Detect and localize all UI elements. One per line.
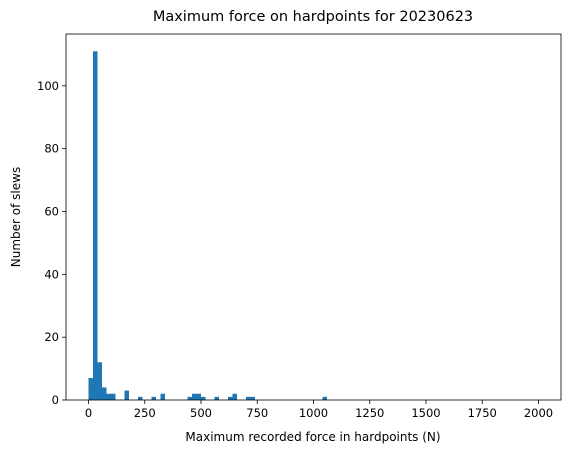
histogram-bar — [214, 396, 219, 400]
histogram-bar — [93, 51, 98, 401]
x-axis-label: Maximum recorded force in hardpoints (N) — [185, 430, 440, 444]
histogram-bar — [138, 396, 143, 400]
x-axis-ticks: 0 250 500 750 1000 1250 1500 1750 2000 — [85, 400, 553, 420]
histogram-bar — [201, 396, 206, 400]
histogram-bar — [97, 362, 102, 400]
y-tick-label: 20 — [44, 330, 59, 344]
y-tick-label: 0 — [52, 393, 59, 407]
histogram-bar — [246, 396, 251, 400]
histogram-bar — [160, 393, 165, 400]
x-tick-label: 500 — [190, 406, 212, 420]
x-tick-label: 750 — [246, 406, 268, 420]
x-tick-label: 1000 — [299, 406, 328, 420]
y-tick-label: 40 — [44, 267, 59, 281]
histogram-bar — [106, 393, 111, 400]
histogram-bar — [250, 396, 255, 400]
histogram-bar — [322, 396, 327, 400]
histogram-bar — [111, 393, 116, 400]
y-tick-label: 80 — [44, 142, 59, 156]
y-tick-label: 100 — [37, 79, 59, 93]
plot-frame — [65, 33, 562, 401]
chart-title: Maximum force on hardpoints for 20230623 — [153, 9, 473, 25]
y-axis-ticks: 0 20 40 60 80 100 — [37, 79, 66, 407]
x-tick-label: 1500 — [411, 406, 440, 420]
histogram-bar — [196, 393, 201, 400]
x-tick-label: 1750 — [468, 406, 497, 420]
histogram-bars — [88, 51, 327, 401]
x-tick-label: 1250 — [355, 406, 384, 420]
histogram-bar — [192, 393, 197, 400]
histogram-bar — [102, 387, 107, 400]
x-tick-label: 250 — [134, 406, 156, 420]
x-tick-label: 2000 — [524, 406, 553, 420]
histogram-bar — [151, 396, 156, 400]
y-tick-label: 60 — [44, 205, 59, 219]
histogram-bar — [88, 378, 93, 400]
histogram-bar — [187, 396, 192, 400]
y-axis-label: Number of slews — [9, 167, 23, 267]
histogram-bar — [228, 396, 233, 400]
x-tick-label: 0 — [85, 406, 92, 420]
histogram-bar — [124, 390, 129, 400]
histogram-bar — [232, 393, 237, 400]
